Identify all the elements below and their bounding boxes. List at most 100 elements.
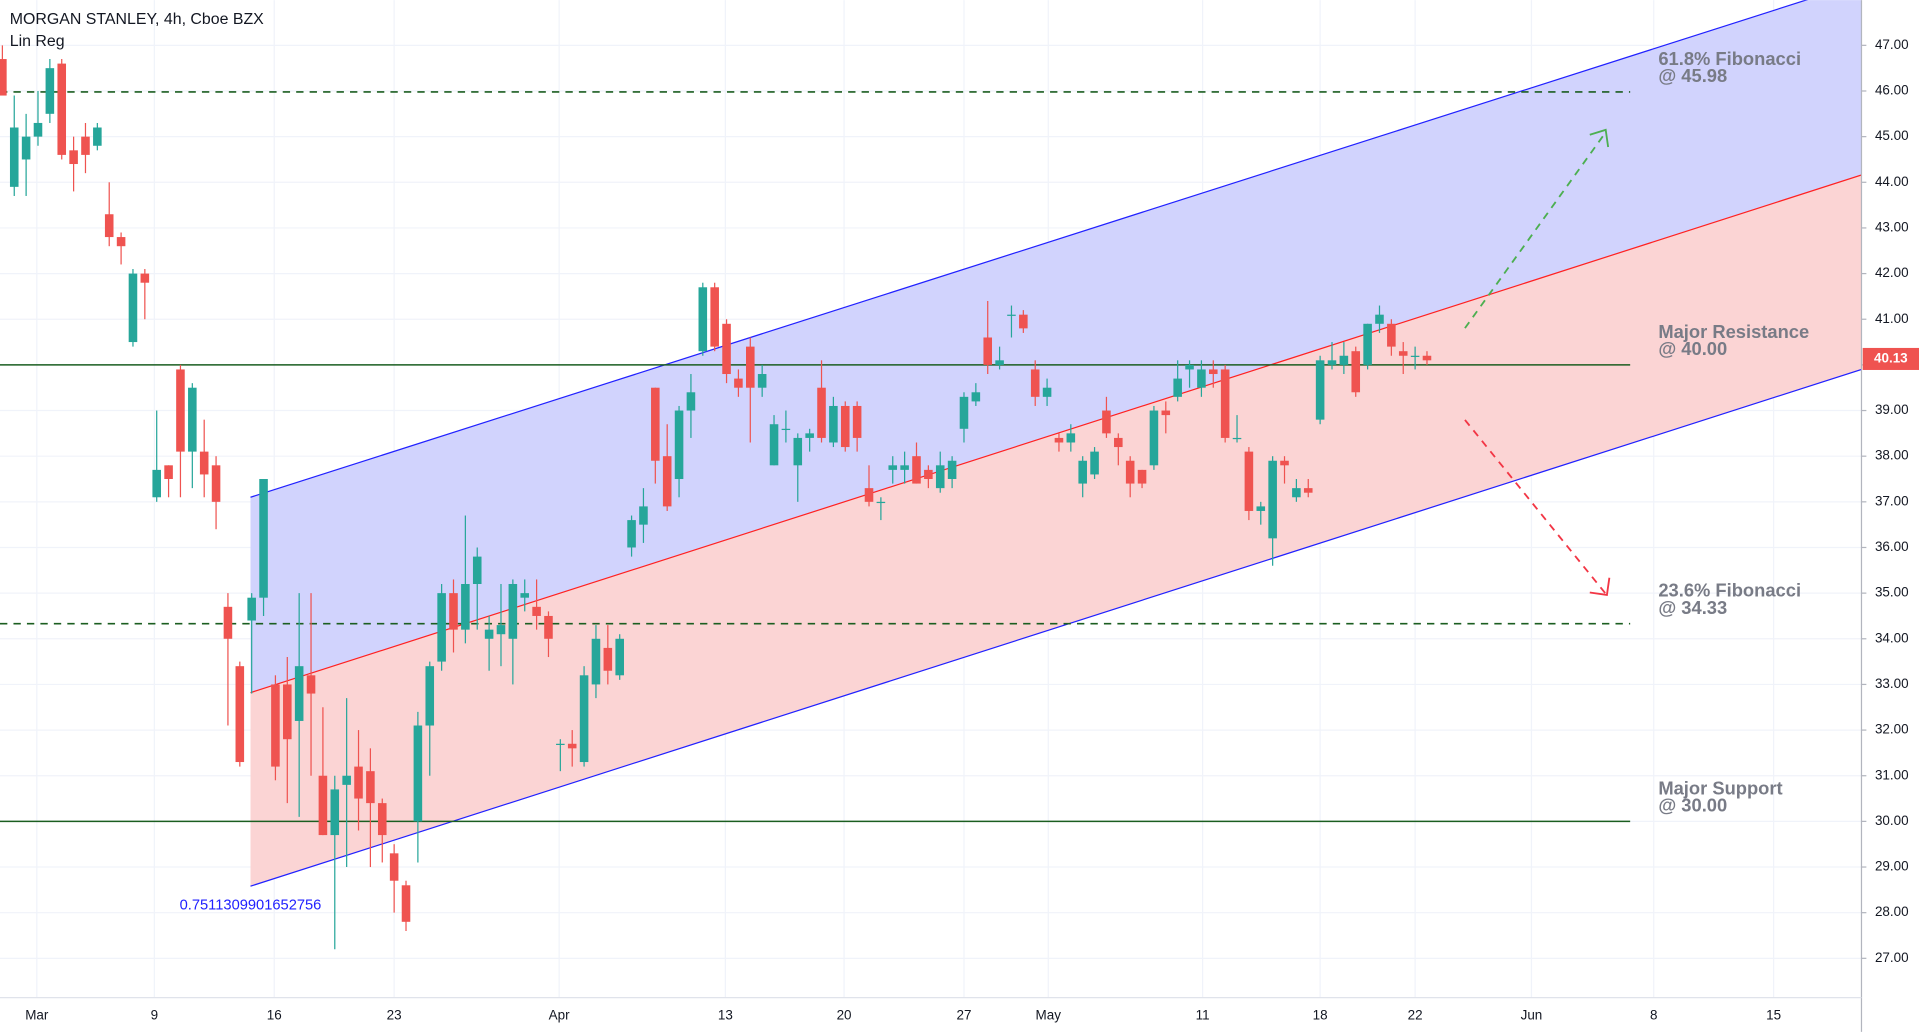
candle-body bbox=[1387, 323, 1396, 347]
x-tick-label: Apr bbox=[549, 1008, 570, 1023]
level-label: 23.6% Fibonacci bbox=[1658, 580, 1801, 601]
candle-body bbox=[1185, 364, 1194, 370]
bullish-arrow-head bbox=[1589, 128, 1610, 148]
candle-body bbox=[484, 629, 494, 639]
x-tick-label: 16 bbox=[267, 1008, 282, 1023]
candle-body bbox=[449, 593, 458, 630]
y-tick-label: 44.00 bbox=[1875, 174, 1909, 189]
y-tick-label: 34.00 bbox=[1875, 630, 1909, 645]
regression-channel bbox=[250, 0, 1862, 887]
candle-body bbox=[199, 451, 209, 475]
candle-body bbox=[983, 337, 993, 365]
candle-body bbox=[651, 387, 660, 461]
candle-body bbox=[1173, 378, 1182, 397]
candle-body bbox=[211, 465, 221, 502]
candle-body bbox=[579, 675, 589, 763]
level-sublabel: @ 30.00 bbox=[1658, 795, 1727, 816]
x-tick-label: 27 bbox=[956, 1008, 971, 1023]
y-tick-label: 33.00 bbox=[1875, 676, 1909, 691]
candle-body bbox=[662, 456, 672, 507]
candle-body bbox=[1398, 351, 1408, 356]
candle-body bbox=[746, 346, 755, 388]
candle-body bbox=[1327, 360, 1337, 365]
candle-body bbox=[1232, 437, 1242, 440]
indicator-name: Lin Reg bbox=[10, 33, 65, 50]
candle-body bbox=[1303, 488, 1313, 493]
candle-body bbox=[995, 360, 1004, 365]
candle-body bbox=[544, 615, 553, 639]
level-sublabel: @ 34.33 bbox=[1658, 597, 1727, 618]
candle-body bbox=[69, 150, 78, 165]
channel-label: 0.7511309901652756 bbox=[180, 898, 322, 914]
level-label: Major Resistance bbox=[1658, 321, 1809, 342]
candle-body bbox=[1125, 460, 1135, 484]
candle-body bbox=[698, 287, 708, 352]
lower-fill bbox=[250, 174, 1862, 887]
candle-body bbox=[1149, 410, 1159, 466]
y-tick-label: 35.00 bbox=[1875, 585, 1909, 600]
candle-body bbox=[1019, 314, 1028, 329]
candle-body bbox=[1220, 369, 1230, 438]
x-tick-label: 20 bbox=[837, 1008, 852, 1023]
candle-body bbox=[330, 789, 340, 836]
candle-body bbox=[1007, 314, 1016, 316]
candle-body bbox=[45, 68, 55, 114]
x-tick-label: Jun bbox=[1521, 1008, 1543, 1023]
candle-body bbox=[354, 766, 363, 799]
x-tick-label: 13 bbox=[718, 1008, 733, 1023]
y-tick-label: 41.00 bbox=[1875, 311, 1909, 326]
candle-body bbox=[389, 853, 399, 881]
candle-body bbox=[817, 387, 826, 438]
candle-body bbox=[1268, 460, 1277, 539]
candle-body bbox=[627, 520, 636, 548]
candle-body bbox=[556, 743, 565, 745]
candle-body bbox=[710, 287, 719, 347]
candle-body bbox=[912, 456, 921, 484]
candle-body bbox=[769, 424, 779, 466]
candle-body bbox=[757, 374, 767, 388]
candle-body bbox=[1375, 314, 1384, 324]
candle-body bbox=[1315, 360, 1325, 420]
candle-body bbox=[1351, 351, 1361, 393]
level-sublabel: @ 45.98 bbox=[1658, 65, 1727, 86]
candle-body bbox=[104, 214, 114, 238]
y-tick-label: 39.00 bbox=[1875, 402, 1909, 417]
candle-body bbox=[0, 59, 7, 96]
bearish-arrow bbox=[1464, 419, 1607, 595]
candle-body bbox=[1339, 355, 1349, 365]
candle-body bbox=[413, 725, 423, 822]
candle-body bbox=[1066, 433, 1076, 443]
candle-body bbox=[437, 593, 446, 662]
y-tick-label: 32.00 bbox=[1875, 722, 1909, 737]
candle-body bbox=[81, 136, 90, 155]
candle-body bbox=[793, 437, 803, 466]
x-tick-label: May bbox=[1036, 1008, 1062, 1023]
projection-arrows bbox=[1464, 128, 1611, 596]
candle-body bbox=[366, 771, 375, 804]
upper-fill bbox=[250, 0, 1862, 693]
candle-body bbox=[864, 488, 874, 502]
y-tick-label: 37.00 bbox=[1875, 493, 1909, 508]
candle-body bbox=[1292, 488, 1301, 498]
candle-body bbox=[1114, 437, 1123, 448]
candle-body bbox=[805, 433, 814, 438]
x-tick-label: 15 bbox=[1766, 1008, 1781, 1023]
candle-body bbox=[33, 122, 43, 137]
candle-body bbox=[259, 479, 268, 598]
candle-body bbox=[959, 396, 969, 429]
candle-body bbox=[57, 63, 67, 155]
y-tick-label: 27.00 bbox=[1875, 950, 1909, 965]
candle-body bbox=[247, 597, 256, 621]
y-tick-label: 38.00 bbox=[1875, 448, 1909, 463]
channel-upper bbox=[250, 0, 1808, 498]
candle-body bbox=[1363, 323, 1372, 365]
level-label: Major Support bbox=[1658, 777, 1782, 798]
candle-body bbox=[152, 469, 161, 498]
candle-body bbox=[472, 556, 482, 585]
candle-body bbox=[1280, 460, 1289, 466]
price-axis-background bbox=[1861, 0, 1919, 1032]
candle-body bbox=[935, 465, 945, 489]
candle-body bbox=[1197, 369, 1206, 388]
candle-body bbox=[401, 885, 411, 922]
